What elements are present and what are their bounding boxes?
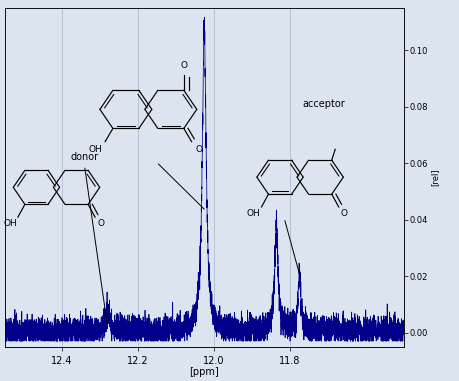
Text: O: O: [196, 145, 202, 154]
Text: acceptor: acceptor: [302, 99, 346, 109]
X-axis label: [ppm]: [ppm]: [190, 367, 219, 377]
Text: O: O: [341, 209, 348, 218]
Text: OH: OH: [246, 209, 260, 218]
Text: O: O: [180, 61, 187, 70]
Text: OH: OH: [89, 145, 102, 154]
Y-axis label: [rel]: [rel]: [431, 168, 440, 186]
Text: donor: donor: [70, 152, 99, 162]
Text: OH: OH: [3, 219, 17, 228]
Text: O: O: [97, 219, 104, 228]
